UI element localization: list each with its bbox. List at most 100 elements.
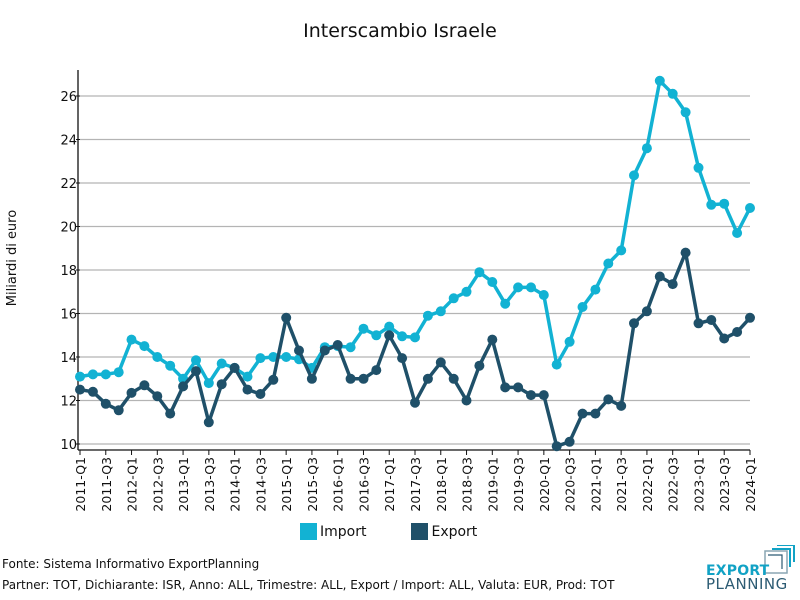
data-point bbox=[654, 271, 665, 282]
x-tick-label: 2015-Q3 bbox=[305, 457, 320, 512]
data-point bbox=[242, 384, 253, 395]
line-chart: 10 12 14 16 18 20 22 24 26 2011-Q1 2011-Q3 2012-Q1… bbox=[5, 70, 758, 512]
data-point bbox=[603, 258, 614, 269]
y-tick-label: 20 bbox=[60, 221, 77, 236]
data-point bbox=[693, 162, 704, 173]
data-point bbox=[203, 378, 214, 389]
y-tick-label: 16 bbox=[60, 308, 77, 323]
series-line-export bbox=[79, 250, 752, 448]
data-point bbox=[216, 358, 227, 369]
x-tick-label: 2011-Q3 bbox=[99, 457, 114, 512]
data-point bbox=[345, 373, 356, 384]
x-tick-label: 2017-Q3 bbox=[408, 457, 423, 512]
data-point bbox=[113, 405, 124, 416]
x-tick-label: 2023-Q1 bbox=[691, 457, 706, 512]
legend-item-export[interactable]: Export bbox=[411, 523, 477, 540]
data-point bbox=[397, 353, 408, 364]
x-tick-label: 2016-Q3 bbox=[356, 457, 371, 512]
x-tick-label: 2018-Q3 bbox=[460, 457, 475, 512]
logo-mark-icon bbox=[764, 545, 795, 574]
data-point bbox=[461, 286, 472, 297]
data-point bbox=[745, 203, 755, 213]
x-tick-label: 2021-Q1 bbox=[588, 457, 603, 512]
data-point bbox=[139, 341, 150, 352]
data-point bbox=[513, 282, 524, 293]
data-point bbox=[448, 373, 459, 384]
data-point bbox=[255, 389, 266, 399]
footer-params: Partner: TOT, Dichiarante: ISR, Anno: AL… bbox=[2, 578, 615, 592]
data-point bbox=[268, 374, 279, 385]
legend-item-import[interactable]: Import bbox=[300, 523, 366, 540]
data-point bbox=[87, 386, 98, 397]
data-point bbox=[693, 318, 704, 329]
x-tick-label: 2014-Q1 bbox=[228, 457, 243, 512]
series-export bbox=[75, 247, 755, 452]
data-point bbox=[680, 107, 691, 118]
data-point bbox=[358, 373, 369, 384]
y-tick-label: 18 bbox=[60, 264, 77, 279]
data-point bbox=[667, 88, 678, 99]
data-point bbox=[371, 330, 382, 341]
data-point bbox=[384, 321, 395, 332]
x-tick-label: 2016-Q1 bbox=[331, 457, 346, 512]
data-point bbox=[75, 371, 85, 382]
y-tick-label: 26 bbox=[60, 90, 77, 105]
data-point bbox=[422, 310, 433, 321]
data-point bbox=[435, 357, 446, 368]
data-point bbox=[178, 381, 189, 392]
data-point bbox=[371, 365, 382, 376]
x-tick-label: 2020-Q3 bbox=[563, 457, 578, 512]
data-point bbox=[641, 143, 652, 154]
data-point bbox=[538, 390, 549, 401]
x-tick-label: 2023-Q3 bbox=[717, 457, 732, 512]
data-point bbox=[216, 379, 227, 390]
x-tick-label: 2022-Q1 bbox=[640, 457, 655, 512]
data-point bbox=[706, 315, 717, 325]
data-point bbox=[719, 333, 730, 344]
x-tick-label: 2024-Q1 bbox=[743, 457, 758, 512]
data-point bbox=[577, 408, 588, 419]
data-point bbox=[165, 408, 176, 419]
footer-source: Fonte: Sistema Informativo ExportPlannin… bbox=[2, 557, 260, 571]
x-tick-label: 2019-Q3 bbox=[511, 457, 526, 512]
data-point bbox=[513, 382, 524, 393]
series-group bbox=[75, 75, 755, 452]
data-point bbox=[384, 330, 395, 341]
y-tick-label: 12 bbox=[60, 395, 77, 410]
logo-text-export: EXPORT bbox=[706, 563, 770, 579]
data-point bbox=[242, 371, 253, 382]
data-point bbox=[526, 282, 536, 293]
data-point bbox=[397, 331, 408, 342]
data-point bbox=[461, 395, 472, 406]
x-tick-label: 2017-Q1 bbox=[382, 457, 397, 512]
data-point bbox=[603, 394, 614, 405]
logo-text-planning: PLANNING bbox=[706, 575, 788, 593]
x-tick-label: 2019-Q1 bbox=[485, 457, 500, 512]
data-point bbox=[422, 373, 433, 384]
data-point bbox=[203, 417, 214, 428]
data-point bbox=[165, 360, 176, 371]
x-axis-ticks: 2011-Q1 2011-Q3 2012-Q1 2012-Q3 2013-Q1 2013-… bbox=[73, 450, 758, 512]
x-tick-label: 2022-Q3 bbox=[666, 457, 681, 512]
data-point bbox=[294, 345, 304, 356]
data-point bbox=[126, 387, 137, 398]
x-tick-label: 2021-Q3 bbox=[614, 457, 629, 512]
data-point bbox=[345, 342, 356, 353]
x-tick-label: 2013-Q3 bbox=[202, 457, 217, 512]
data-point bbox=[629, 170, 639, 181]
y-tick-label: 24 bbox=[60, 134, 77, 149]
data-point bbox=[75, 384, 85, 395]
data-point bbox=[100, 369, 111, 380]
x-tick-label: 2013-Q1 bbox=[176, 457, 191, 512]
data-point bbox=[191, 355, 201, 366]
data-point bbox=[538, 290, 549, 300]
y-tick-label: 22 bbox=[60, 177, 77, 192]
data-point bbox=[732, 327, 743, 337]
data-point bbox=[616, 400, 627, 411]
legend-swatch-import bbox=[300, 523, 317, 540]
data-point bbox=[577, 302, 588, 312]
data-point bbox=[448, 293, 459, 304]
series-import bbox=[75, 75, 755, 389]
y-axis-label: Miliardi di euro bbox=[5, 210, 20, 306]
legend-swatch-export bbox=[411, 523, 429, 540]
